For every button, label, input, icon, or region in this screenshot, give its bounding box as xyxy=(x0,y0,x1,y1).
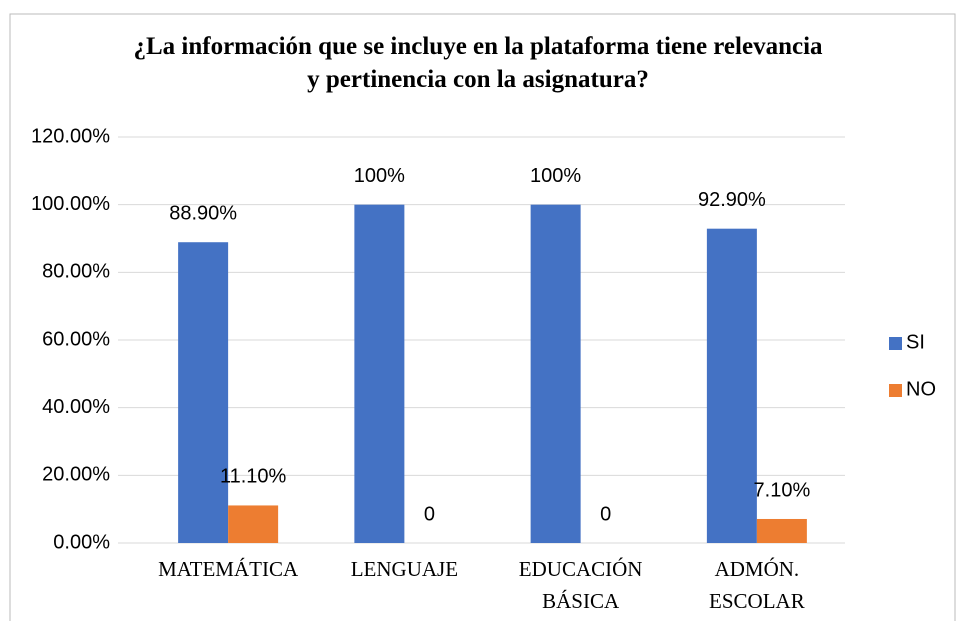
data-label: 0 xyxy=(600,503,611,525)
data-label: 92.90% xyxy=(698,189,766,211)
y-tick-label: 20.00% xyxy=(42,464,110,486)
bar xyxy=(756,518,807,543)
y-tick-label: 100.00% xyxy=(31,193,110,215)
legend-label: SI xyxy=(906,331,925,353)
legend-label: NO xyxy=(906,378,936,400)
bar xyxy=(706,228,757,543)
x-tick-label: LENGUAJE xyxy=(351,557,458,581)
data-label: 0 xyxy=(424,503,435,525)
bar xyxy=(228,505,279,543)
data-label: 100% xyxy=(354,165,405,187)
x-tick-label: ADMÓN. ESCOLAR xyxy=(709,557,805,613)
bar xyxy=(354,204,405,543)
bar xyxy=(530,204,581,543)
legend-swatch xyxy=(889,337,902,350)
legend-swatch xyxy=(889,384,902,397)
data-label: 88.90% xyxy=(169,203,237,225)
data-label: 11.10% xyxy=(220,466,287,488)
data-label: 100% xyxy=(530,165,581,187)
y-tick-label: 40.00% xyxy=(42,396,110,418)
y-tick-label: 60.00% xyxy=(42,328,110,350)
data-label: 7.10% xyxy=(754,479,811,501)
x-tick-label: MATEMÁTICA xyxy=(158,557,299,581)
y-tick-label: 120.00% xyxy=(31,125,110,147)
bar xyxy=(178,242,229,543)
y-tick-label: 80.00% xyxy=(42,261,110,283)
x-tick-label: EDUCACIÓN BÁSICA xyxy=(519,557,643,613)
chart-border xyxy=(9,13,956,621)
y-tick-label: 0.00% xyxy=(53,531,110,553)
chart-title: ¿La información que se incluye en la pla… xyxy=(133,33,823,93)
